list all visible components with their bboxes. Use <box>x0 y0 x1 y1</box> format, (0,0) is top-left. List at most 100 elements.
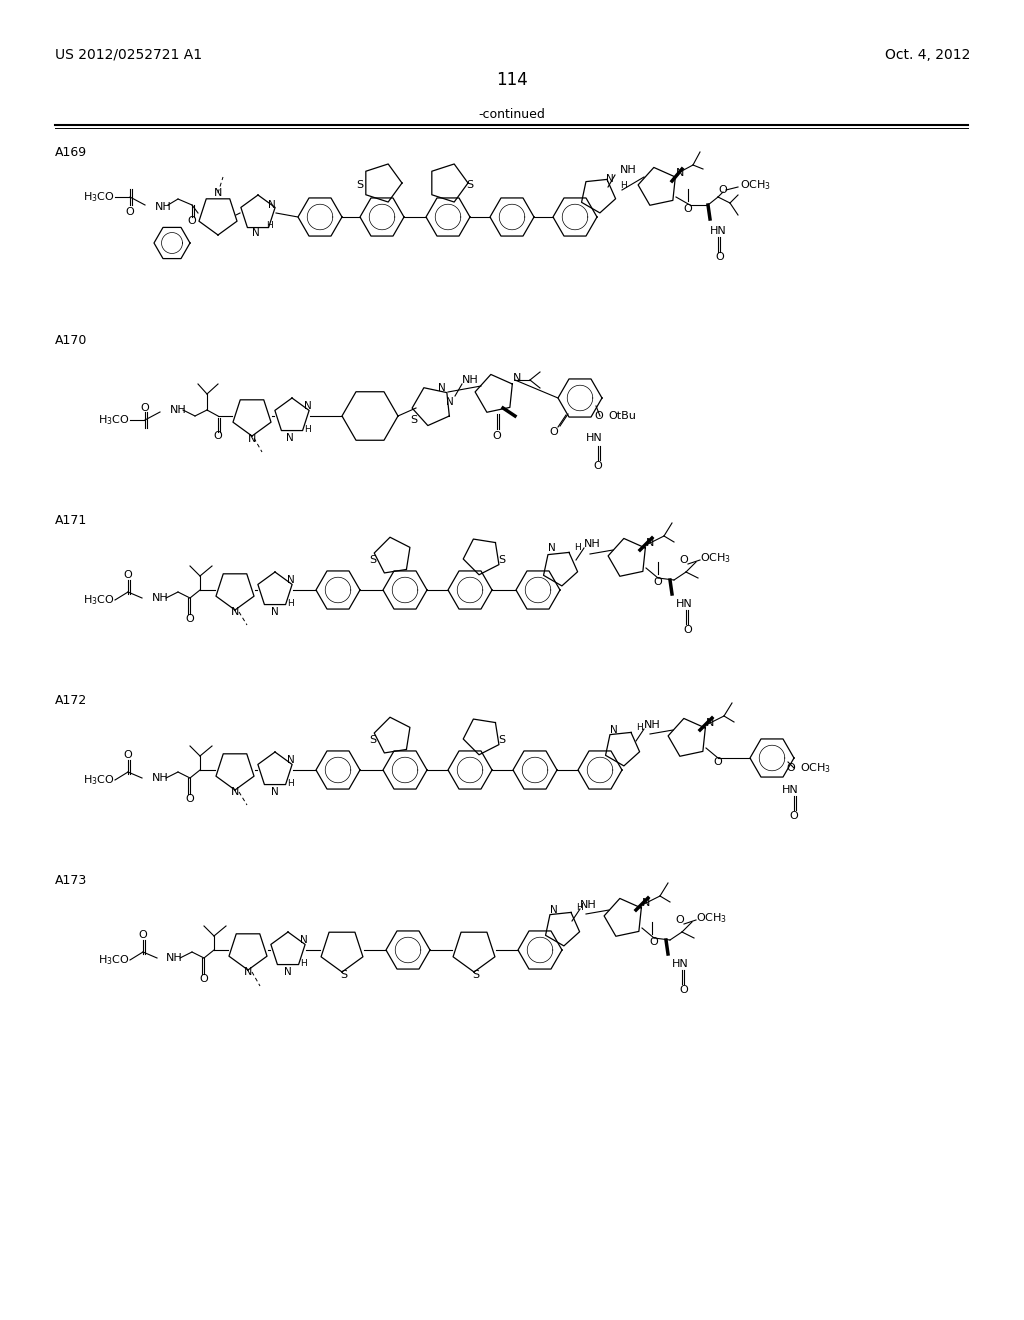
Text: O: O <box>185 795 195 804</box>
Text: N: N <box>646 539 654 548</box>
Text: N: N <box>230 607 240 616</box>
Text: N: N <box>214 187 222 198</box>
Text: H: H <box>287 780 294 788</box>
Text: NH: NH <box>620 165 637 176</box>
Text: HN: HN <box>710 226 727 236</box>
Text: N: N <box>446 397 454 407</box>
Text: O: O <box>594 411 603 421</box>
Text: H: H <box>287 599 294 609</box>
Text: OCH$_3$: OCH$_3$ <box>696 911 727 925</box>
Text: H: H <box>300 960 307 969</box>
Text: O: O <box>124 750 132 760</box>
Text: N: N <box>248 434 256 444</box>
Text: N: N <box>706 718 715 729</box>
Text: N: N <box>287 755 295 766</box>
Text: S: S <box>370 554 377 565</box>
Text: A169: A169 <box>55 145 87 158</box>
Text: N: N <box>230 787 240 797</box>
Text: HN: HN <box>672 960 689 969</box>
Text: H$_3$CO: H$_3$CO <box>83 190 115 203</box>
Text: N: N <box>287 576 295 585</box>
Text: N: N <box>642 898 650 908</box>
Text: O: O <box>200 974 208 983</box>
Text: O: O <box>680 985 688 995</box>
Text: N: N <box>606 174 613 183</box>
Text: NH: NH <box>166 953 182 964</box>
Text: O: O <box>716 252 724 261</box>
Text: O: O <box>680 554 688 565</box>
Text: US 2012/0252721 A1: US 2012/0252721 A1 <box>55 48 202 62</box>
Text: O: O <box>138 931 147 940</box>
Text: NH: NH <box>644 719 660 730</box>
Text: O: O <box>653 577 663 587</box>
Text: NH: NH <box>152 774 169 783</box>
Text: H$_3$CO: H$_3$CO <box>83 593 115 607</box>
Text: O: O <box>187 216 197 226</box>
Text: NH: NH <box>152 593 169 603</box>
Text: A171: A171 <box>55 513 87 527</box>
Text: N: N <box>284 968 292 977</box>
Text: H$_3$CO: H$_3$CO <box>98 953 130 966</box>
Text: O: O <box>214 432 222 441</box>
Text: N: N <box>676 168 684 178</box>
Text: HN: HN <box>676 599 693 609</box>
Text: O: O <box>126 207 134 216</box>
Text: N: N <box>513 374 521 383</box>
Text: OCH$_3$: OCH$_3$ <box>700 552 731 565</box>
Text: N: N <box>268 201 275 210</box>
Text: O: O <box>676 915 684 925</box>
Text: O: O <box>594 461 602 471</box>
Text: A172: A172 <box>55 693 87 706</box>
Text: O: O <box>684 205 692 214</box>
Text: N: N <box>438 383 445 393</box>
Text: H$_3$CO: H$_3$CO <box>98 413 130 426</box>
Text: S: S <box>340 970 347 979</box>
Text: OtBu: OtBu <box>608 411 636 421</box>
Text: OCH$_3$: OCH$_3$ <box>800 762 831 775</box>
Text: S: S <box>472 970 479 979</box>
Text: NH: NH <box>155 202 172 213</box>
Text: 114: 114 <box>496 71 528 88</box>
Text: S: S <box>411 414 418 425</box>
Text: N: N <box>300 935 308 945</box>
Text: H: H <box>636 723 643 733</box>
Text: O: O <box>185 614 195 624</box>
Text: O: O <box>550 426 558 437</box>
Text: N: N <box>610 725 618 735</box>
Text: N: N <box>244 968 252 977</box>
Text: NH: NH <box>580 900 597 909</box>
Text: H: H <box>304 425 310 434</box>
Text: S: S <box>499 735 506 744</box>
Text: O: O <box>493 432 502 441</box>
Text: H: H <box>575 903 583 912</box>
Text: N: N <box>304 401 311 411</box>
Text: N: N <box>550 906 558 915</box>
Text: H: H <box>620 181 627 190</box>
Text: H$_3$CO: H$_3$CO <box>83 774 115 787</box>
Text: O: O <box>790 810 799 821</box>
Text: NH: NH <box>584 539 601 549</box>
Text: O: O <box>649 937 658 946</box>
Text: NH: NH <box>462 375 479 385</box>
Text: N: N <box>548 543 556 553</box>
Text: O: O <box>684 624 692 635</box>
Text: N: N <box>252 228 260 238</box>
Text: O: O <box>124 570 132 579</box>
Text: S: S <box>467 180 473 190</box>
Text: Oct. 4, 2012: Oct. 4, 2012 <box>885 48 970 62</box>
Text: -continued: -continued <box>478 108 546 121</box>
Text: A170: A170 <box>55 334 87 346</box>
Text: S: S <box>356 180 364 190</box>
Text: OCH$_3$: OCH$_3$ <box>740 178 771 191</box>
Text: NH: NH <box>170 405 186 414</box>
Text: O: O <box>786 763 795 774</box>
Text: HN: HN <box>782 785 799 795</box>
Text: O: O <box>714 756 722 767</box>
Text: HN: HN <box>586 433 603 444</box>
Text: H: H <box>266 220 272 230</box>
Text: N: N <box>286 433 294 444</box>
Text: S: S <box>499 554 506 565</box>
Text: A173: A173 <box>55 874 87 887</box>
Text: N: N <box>271 607 279 616</box>
Text: O: O <box>719 185 727 195</box>
